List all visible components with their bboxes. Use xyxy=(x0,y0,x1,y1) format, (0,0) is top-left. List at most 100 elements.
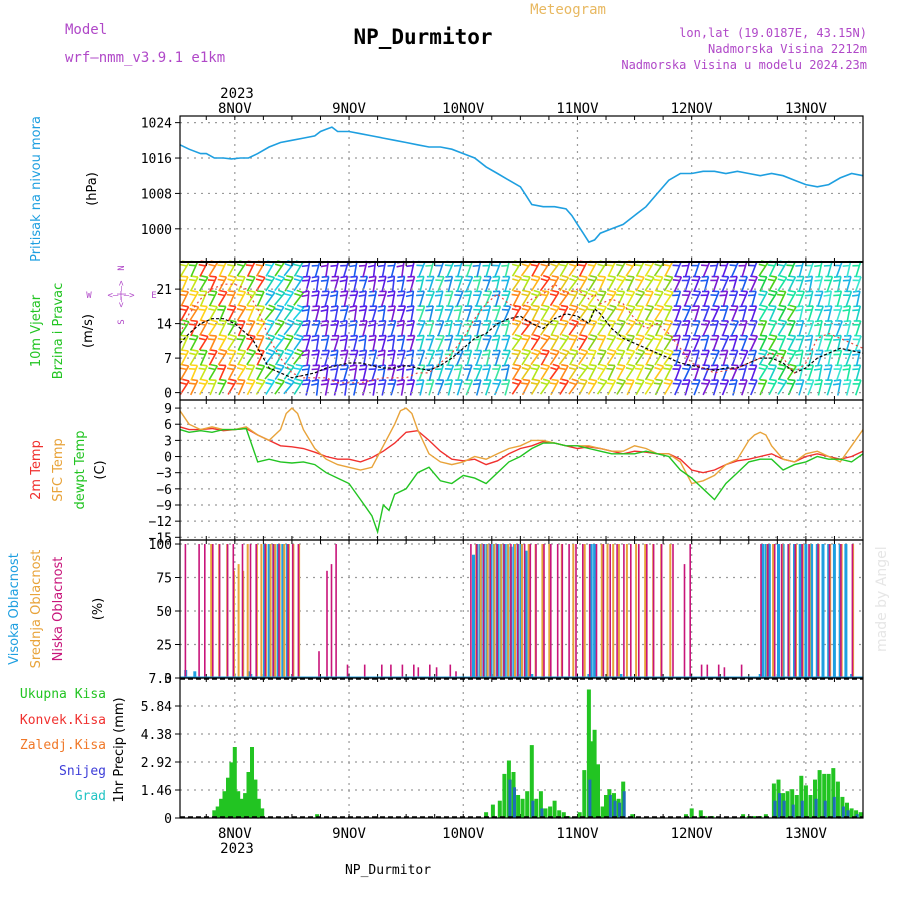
wind-barb-feather xyxy=(284,337,292,341)
wind-barb-feather xyxy=(511,293,519,297)
wind-barb-feather xyxy=(627,349,635,352)
wind-barb-feather xyxy=(815,319,823,323)
wind-barb xyxy=(654,291,664,307)
wind-barb-feather xyxy=(552,363,560,368)
wind-barb-feather xyxy=(217,367,225,370)
wind-barb-feather xyxy=(637,348,645,353)
wind-barb xyxy=(401,364,405,381)
wind-barb-feather xyxy=(255,338,263,341)
cloud-low-bar xyxy=(226,544,229,678)
wind-barb-feather xyxy=(255,263,263,267)
wind-barb-feather xyxy=(368,338,376,342)
wind-barb-feather xyxy=(210,319,218,323)
wind-barb-feather xyxy=(788,319,796,322)
wind-barb-feather xyxy=(286,275,294,279)
cloud-low-bar xyxy=(660,544,663,678)
wind-barb-feather xyxy=(551,334,559,338)
wind-barb-feather xyxy=(786,293,794,297)
wind-barb-feather xyxy=(396,382,404,386)
cloud-low-bar xyxy=(413,664,415,678)
wind-barb-feather xyxy=(532,304,540,308)
wind-barb-feather xyxy=(627,289,635,293)
wind-barb-feather xyxy=(739,305,747,308)
wind-barb xyxy=(693,379,701,396)
wind-barb xyxy=(475,291,483,307)
wind-barb xyxy=(209,379,218,396)
wind-barb xyxy=(381,261,387,278)
precip-total-bar xyxy=(222,791,227,818)
wind-barb-feather xyxy=(294,351,302,356)
wind-barb-feather xyxy=(738,309,746,312)
wind-barb-feather xyxy=(405,353,414,357)
wind-barb xyxy=(504,364,510,381)
wind-barb xyxy=(437,365,445,381)
wind-barb xyxy=(836,335,842,352)
wind-barb xyxy=(256,306,266,322)
wind-barb-feather xyxy=(463,294,471,297)
wind-barb-feather xyxy=(377,368,385,371)
cloud-low-bar xyxy=(652,544,655,678)
cloud-mid-bar xyxy=(274,544,277,678)
wind-barb-feather xyxy=(464,290,472,293)
wind-barb-feather xyxy=(377,264,385,268)
wind-barb-feather xyxy=(368,334,377,338)
cloud-low-bar xyxy=(760,544,762,678)
wind-barb xyxy=(274,306,285,321)
wind-barb-feather xyxy=(760,290,768,293)
precip-total-bar xyxy=(596,764,600,818)
cloud-low-bar xyxy=(706,664,709,678)
wind-barb xyxy=(325,305,329,322)
wind-barb-feather xyxy=(656,289,664,293)
wind-barb-feather xyxy=(416,323,424,326)
wind-barb xyxy=(372,335,377,352)
wind-barb-feather xyxy=(217,293,225,297)
wind-barb xyxy=(208,365,218,381)
wind-barb-feather xyxy=(238,290,246,293)
wind-barb-feather xyxy=(236,367,244,371)
compass-arrows: <—|—> xyxy=(107,291,135,301)
wind-barb xyxy=(256,365,266,381)
wind-barb xyxy=(419,276,425,293)
wind-barb-feather xyxy=(200,275,208,279)
cloud-high-bar xyxy=(764,544,768,678)
wind-barb-feather xyxy=(540,263,548,267)
wind-barb xyxy=(180,335,189,351)
wind-barb xyxy=(504,320,511,337)
precip-total-bar xyxy=(817,770,822,818)
wind-barb-feather xyxy=(709,368,718,371)
wind-barb-feather xyxy=(311,290,320,293)
cloud-high-bar xyxy=(524,550,528,678)
wind-barb xyxy=(722,290,729,307)
wind-barb-feather xyxy=(277,274,285,279)
wind-barb-feather xyxy=(578,352,586,356)
wind-barb-feather xyxy=(608,289,617,293)
wind-barb-feather xyxy=(606,278,614,282)
cloud-mid-bar xyxy=(479,544,482,678)
wind-barb-feather xyxy=(255,367,263,371)
wind-barb xyxy=(644,277,655,292)
wind-barb xyxy=(731,291,739,307)
wind-barb xyxy=(227,306,237,322)
wind-barb xyxy=(306,290,310,307)
wind-barb-feather xyxy=(277,319,285,323)
precip-total-bar xyxy=(552,800,557,818)
wind-barb-feather xyxy=(425,264,433,267)
wind-barb-feather xyxy=(551,289,560,293)
wind-barb-feather xyxy=(608,334,616,338)
wind-barb-feather xyxy=(286,334,294,338)
wind-barb xyxy=(400,350,406,367)
wind-barb-feather xyxy=(759,275,767,278)
wind-barb xyxy=(446,261,455,278)
wind-barb-feather xyxy=(229,378,237,382)
wind-barb xyxy=(256,350,265,366)
wind-barb-feather xyxy=(647,334,655,338)
precip-total-bar xyxy=(684,814,688,818)
wind-barb-feather xyxy=(294,292,302,297)
wind-barb xyxy=(521,335,531,351)
wind-barb-feather xyxy=(473,320,481,323)
wind-barb xyxy=(654,350,664,366)
wind-barb xyxy=(577,366,589,380)
wind-barb xyxy=(549,350,560,366)
precip-total-bar xyxy=(741,814,746,818)
